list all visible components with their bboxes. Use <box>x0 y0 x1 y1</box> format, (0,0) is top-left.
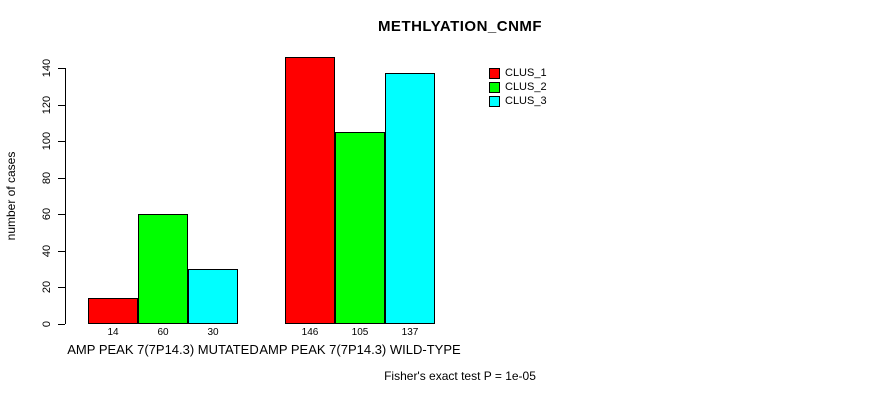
legend: CLUS_1 CLUS_2 CLUS_3 <box>489 66 547 108</box>
y-tick-label: 20 <box>41 281 53 294</box>
y-tick-label: 120 <box>41 95 53 114</box>
bar-clus_3-group2 <box>385 73 435 324</box>
bar-clus_2-group1 <box>138 214 188 324</box>
legend-row: CLUS_2 <box>489 80 547 94</box>
legend-row: CLUS_3 <box>489 94 547 108</box>
bar-value-label: 30 <box>207 327 219 338</box>
legend-label: CLUS_3 <box>505 95 547 107</box>
bar-value-label: 146 <box>301 327 319 338</box>
bar-clus_2-group2 <box>335 132 385 324</box>
y-tick <box>58 287 65 289</box>
y-axis-line <box>65 68 66 324</box>
y-tick <box>58 324 65 325</box>
y-tick <box>58 104 65 106</box>
category-label: AMP PEAK 7(7P14.3) WILD-TYPE <box>259 342 461 357</box>
y-tick <box>58 250 65 252</box>
bar-value-label: 105 <box>351 327 369 338</box>
y-tick-label: 0 <box>41 320 53 328</box>
bar-value-label: 137 <box>401 327 419 338</box>
y-tick <box>58 68 65 69</box>
footnote-fisher-test: Fisher's exact test P = 1e-05 <box>384 369 536 383</box>
legend-swatch-icon <box>489 95 500 107</box>
y-tick-label: 80 <box>41 171 53 184</box>
y-tick <box>58 141 65 143</box>
y-tick-label: 60 <box>41 208 53 221</box>
legend-label: CLUS_2 <box>505 81 547 93</box>
y-tick-label: 140 <box>41 58 53 78</box>
bar-value-label: 60 <box>157 327 169 338</box>
bar-value-label: 14 <box>107 327 119 338</box>
y-tick-label: 100 <box>41 131 53 151</box>
category-label: AMP PEAK 7(7P14.3) MUTATED <box>67 342 259 357</box>
legend-swatch-icon <box>489 81 500 93</box>
bar-clus_1-group2 <box>285 57 335 324</box>
y-tick <box>58 214 65 216</box>
legend-label: CLUS_1 <box>505 67 547 79</box>
legend-swatch-icon <box>489 67 500 79</box>
legend-row: CLUS_1 <box>489 66 547 80</box>
chart-title: METHLYATION_CNMF <box>377 18 543 35</box>
y-tick <box>58 177 65 179</box>
y-tick-label: 40 <box>41 244 53 257</box>
bar-clus_1-group1 <box>88 298 138 324</box>
bar-clus_3-group1 <box>188 269 238 324</box>
